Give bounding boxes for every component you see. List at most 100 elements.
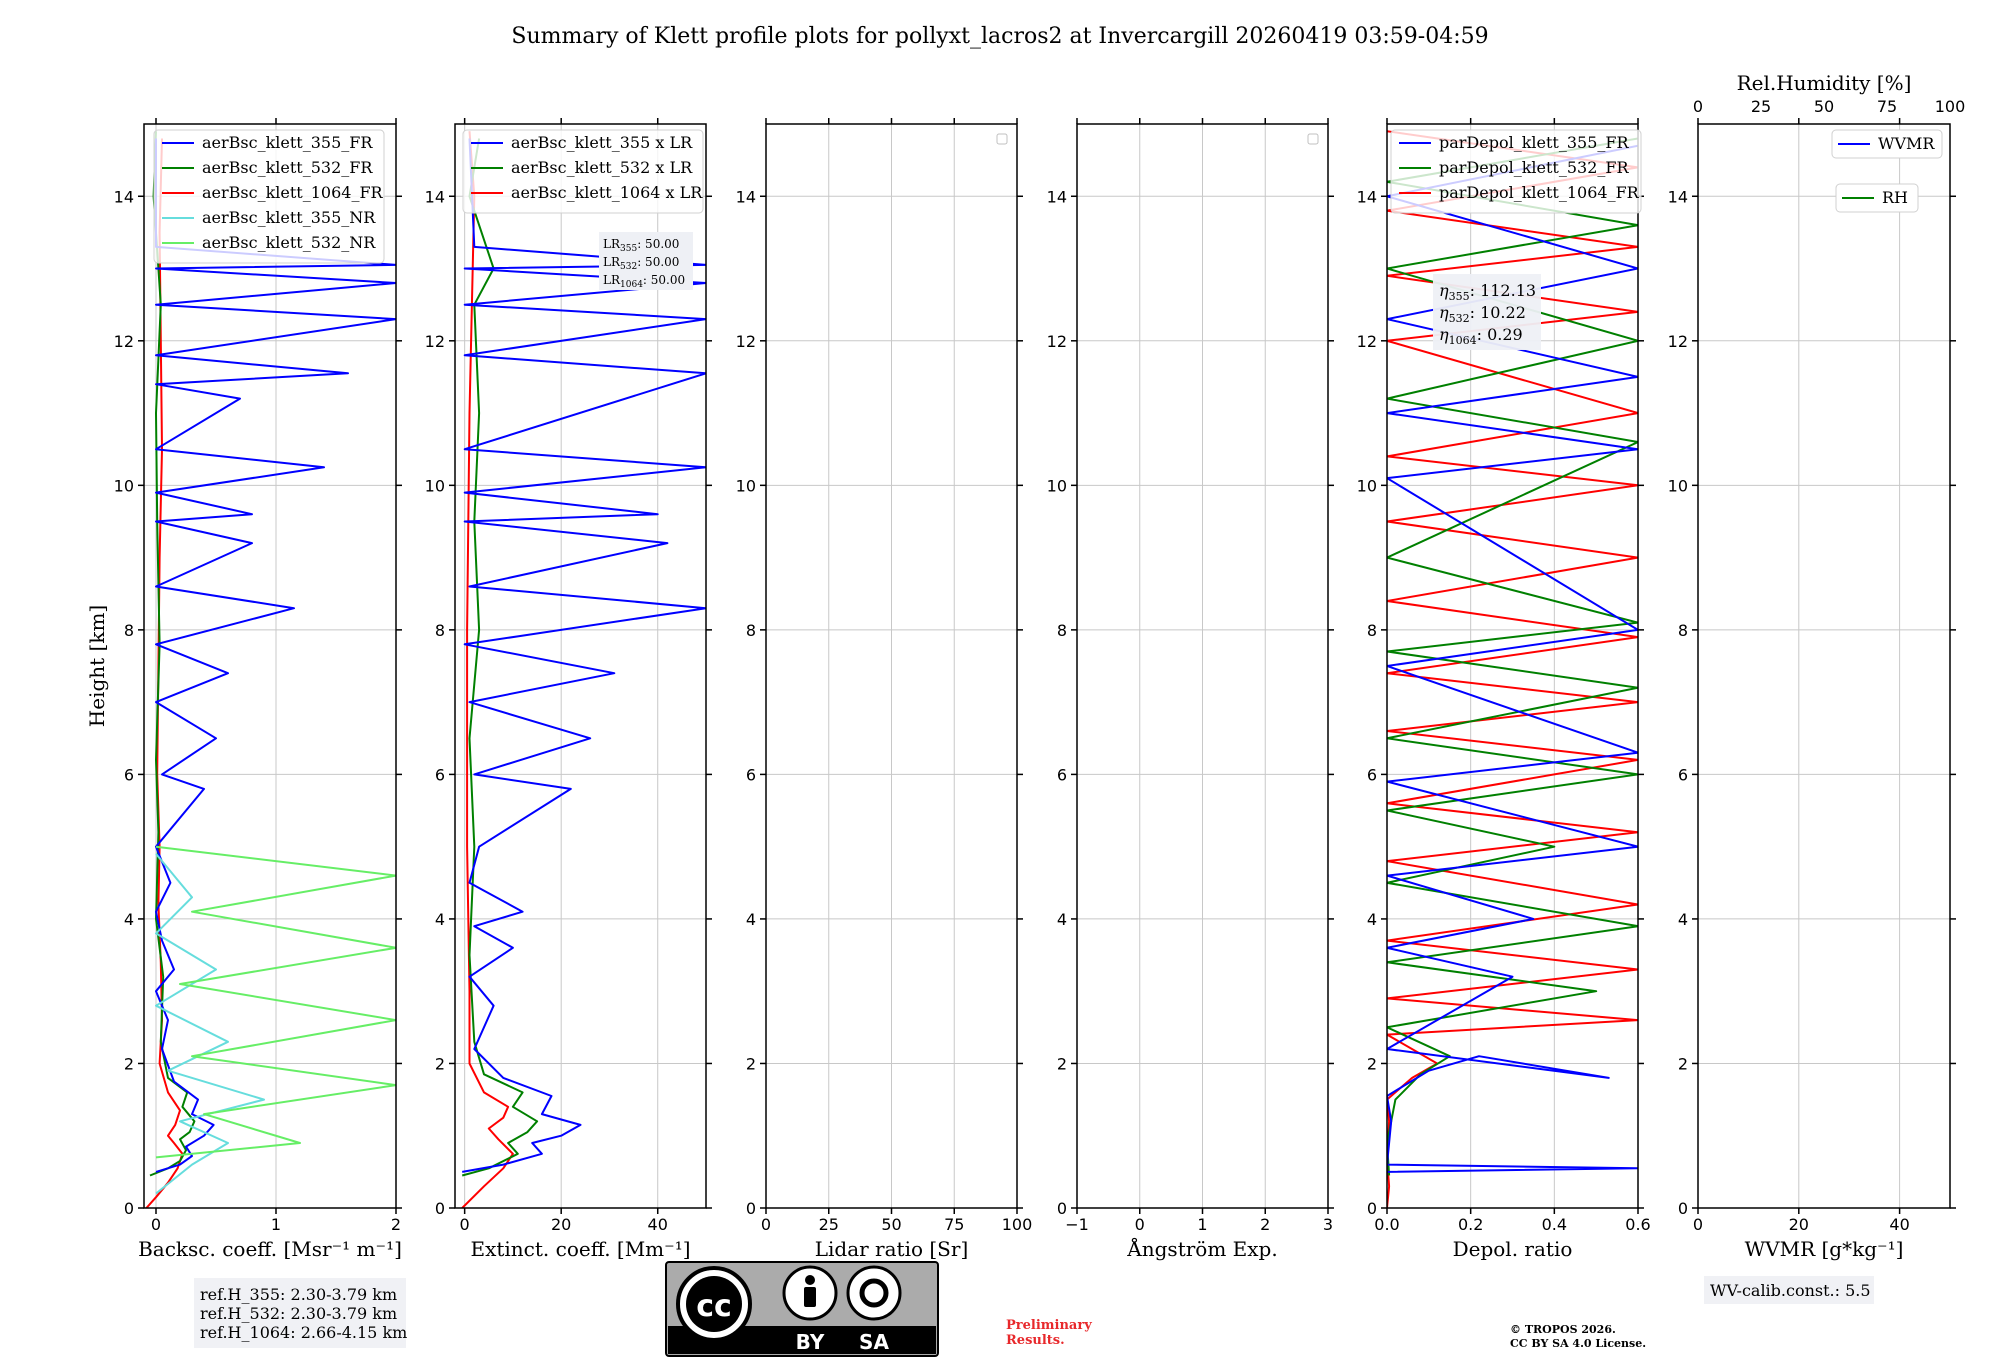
series-line-bsc-2 (155, 138, 396, 1173)
axes-frame-dep (1386, 123, 1639, 1209)
lr-info-line-0: LR355: 50.00 (603, 237, 679, 254)
y-tick-label-3: 6 (435, 765, 445, 784)
preliminary-line-2: Results. (1006, 1333, 1065, 1348)
copyright-line-2: CC BY SA 4.0 License. (1510, 1337, 1646, 1350)
y-tick-label-2: 4 (435, 910, 445, 929)
x-tick-label-1: 0.2 (1458, 1215, 1483, 1234)
x-axis-label-lr: Lidar ratio [Sr] (815, 1237, 969, 1261)
y-tick-label-1: 2 (746, 1054, 756, 1073)
axes-frame-ext (454, 123, 707, 1209)
top-axis-label: Rel.Humidity [%] (1737, 71, 1912, 95)
x-tick-label-0: 0 (761, 1215, 771, 1234)
y-tick-label-4: 8 (1057, 621, 1067, 640)
y-tick-label-3: 6 (1678, 765, 1688, 784)
x-tick-label-4: 3 (1323, 1215, 1333, 1234)
lr-base: LR (603, 273, 621, 287)
x-tick-label-2: 40 (1889, 1215, 1909, 1234)
eta-info-line-2: η1064: 0.29 (1439, 325, 1523, 347)
y-tick-label-2: 4 (1367, 910, 1377, 929)
y-tick-label-6: 12 (1357, 332, 1377, 351)
grid-lr (765, 124, 1018, 1209)
x-tick-label-1: 20 (1789, 1215, 1809, 1234)
y-tick-label-4: 8 (435, 621, 445, 640)
x-tick-label-2: 2 (391, 1215, 401, 1234)
x-tick-label-3: 2 (1260, 1215, 1270, 1234)
y-tick-label-5: 10 (425, 476, 445, 495)
y-tick-label-0: 0 (435, 1199, 445, 1218)
series-line-ext-0 (461, 131, 514, 1208)
legend-bsc: aerBsc_klett_355_FR aerBsc_klett_532_FRae… (153, 129, 385, 264)
cc-by-sa-logo: cc BY SA (665, 1261, 939, 1357)
legend-entry-2: aerBsc_klett_1064 x LR (511, 183, 703, 202)
legend-entry-wv-0: WVMR (1878, 134, 1935, 153)
y-tick-label-2: 4 (746, 910, 756, 929)
y-tick-label-3: 6 (124, 765, 134, 784)
x-tick-label-3: 75 (944, 1215, 964, 1234)
y-tick-label-6: 12 (425, 332, 445, 351)
lr-val: : 50.00 (643, 273, 685, 287)
series-line-ext-2 (462, 138, 706, 1173)
lr-info-bg (599, 232, 693, 290)
y-tick-label-1: 2 (1367, 1054, 1377, 1073)
empty-legend-lr (996, 133, 1008, 145)
y-axis-label: Height [km] (85, 605, 109, 727)
y-tick-label-6: 12 (114, 332, 134, 351)
legend-entry-0: parDepol_klett_355_FR (1439, 133, 1630, 152)
y-tick-label-3: 6 (1367, 765, 1377, 784)
legend-box-dep (1390, 129, 1642, 214)
eta-info-bg (1433, 274, 1541, 350)
x-tick-label-0: 0 (1693, 1215, 1703, 1234)
axes-frame-bsc (143, 123, 397, 1209)
empty-legend-ang (1307, 133, 1319, 145)
refh-1064: ref.H_1064: 2.66-4.15 km (200, 1323, 407, 1342)
x-tick-label-0: 0 (151, 1215, 161, 1234)
x-tick-label-0: 0 (460, 1215, 470, 1234)
y-tick-label-3: 6 (1057, 765, 1067, 784)
y-tick-label-2: 4 (124, 910, 134, 929)
top-tick-label-1: 25 (1751, 97, 1771, 116)
wv-calib-box (1704, 1276, 1874, 1304)
panel-lr: 0 25 50 75 100 0 2 4 6 8 10 12 14 Lidar ratio [Sr] (736, 118, 1032, 1261)
panel-dep: 0.0 0.2 0.4 0.6 0 2 4 6 8 10 12 14 Depol. ratio parDe… (1357, 118, 1651, 1261)
legend-entry-wv-1: RH (1882, 188, 1908, 207)
y-tick-label-0: 0 (1678, 1199, 1688, 1218)
x-axis-label-dep: Depol. ratio (1453, 1237, 1573, 1261)
wv-calib-text: WV-calib.const.: 5.5 (1710, 1281, 1871, 1300)
y-tick-label-1: 2 (435, 1054, 445, 1073)
person-body (804, 1287, 816, 1307)
y-tick-label-1: 2 (1057, 1054, 1067, 1073)
y-tick-label-4: 8 (746, 621, 756, 640)
eta-base: η (1439, 325, 1449, 344)
panel-ext: 0 20 40 0 2 4 6 8 10 12 14 Extinct. coeff. [Mm⁻¹] ae… (425, 118, 712, 1261)
y-tick-label-3: 6 (746, 765, 756, 784)
y-tick-label-7: 14 (425, 187, 445, 206)
cc-text: cc (696, 1289, 732, 1324)
x-tick-label-1: 1 (271, 1215, 281, 1234)
y-tick-label-5: 10 (1357, 476, 1377, 495)
y-tick-label-7: 14 (1047, 187, 1067, 206)
grid-ang (1076, 124, 1329, 1209)
lr-base: LR (603, 237, 621, 251)
panel-wv: 0 20 40 0 2 4 6 8 10 12 14 WVMR [g*kg⁻¹] 0 25 50 75 100 R… (1668, 71, 1966, 1261)
x-tick-label-2: 50 (881, 1215, 901, 1234)
top-tick-label-0: 0 (1693, 97, 1703, 116)
x-tick-label-2: 0.4 (1542, 1215, 1567, 1234)
x-tick-label-1: 25 (819, 1215, 839, 1234)
x-axis-label-bsc: Backsc. coeff. [Msr⁻¹ m⁻¹] (138, 1237, 402, 1261)
series-line-bsc-4 (155, 845, 396, 1159)
legend-entry-1: parDepol_klett_532_FR (1439, 158, 1630, 177)
x-tick-label-1: 20 (551, 1215, 571, 1234)
lr-sub: 355 (620, 244, 637, 254)
legend-entry-0: aerBsc_klett_355_FR (202, 133, 373, 152)
legend-box-bsc (153, 129, 385, 264)
lr-sub: 532 (620, 262, 637, 272)
y-tick-label-0: 0 (1057, 1199, 1067, 1218)
sa-label: SA (859, 1330, 889, 1354)
x-axis-label-ang: Ångström Exp. (1126, 1236, 1277, 1261)
top-tick-label-2: 50 (1814, 97, 1834, 116)
x-tick-label-2: 40 (648, 1215, 668, 1234)
by-label: BY (796, 1330, 825, 1354)
eta-val: : 112.13 (1470, 281, 1536, 300)
